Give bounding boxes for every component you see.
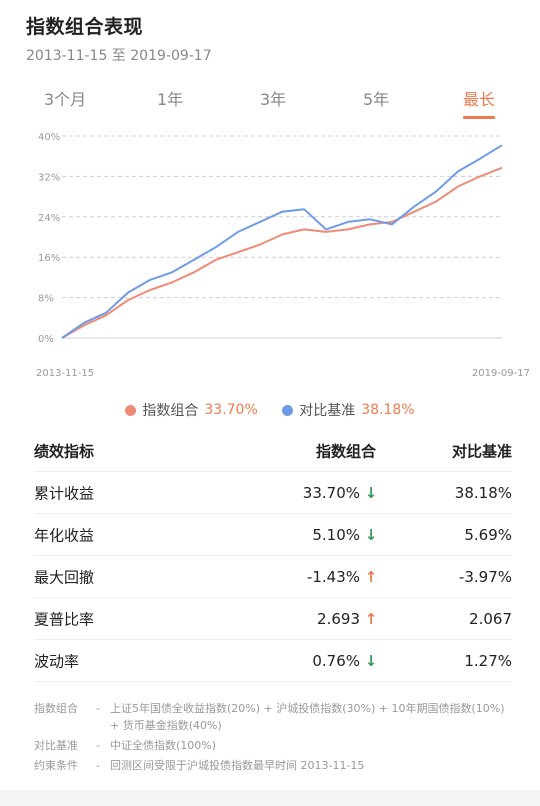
portfolio-value: 33.70% ↓ [303, 484, 378, 502]
table-row: 累计收益 33.70% ↓ 38.18% [34, 472, 512, 514]
benchmark-value: 2.067 [469, 609, 512, 628]
portfolio-number: 0.76% [312, 651, 360, 670]
x-start-label: 2013-11-15 [36, 368, 94, 379]
table-row: 最大回撤 -1.43% ↑ -3.97% [34, 556, 512, 598]
note-constraint: 约束条件 - 回测区间受限于沪城投债指数最早时间 2013-11-15 [34, 757, 510, 774]
table-row: 夏普比率 2.693 ↑ 2.067 [34, 598, 512, 640]
portfolio-number: 2.693 [317, 609, 360, 628]
metric-name: 累计收益 [34, 484, 95, 502]
y-tick-label: 8% [38, 294, 54, 305]
tab-5-years[interactable]: 5年 [363, 90, 390, 109]
metric-name: 夏普比率 [34, 610, 95, 628]
arrow-down-icon: ↓ [364, 651, 378, 670]
benchmark-dot-icon [282, 404, 294, 416]
portfolio-number: 5.10% [312, 525, 360, 544]
x-end-label: 2019-09-17 [472, 368, 530, 379]
tab-3-years[interactable]: 3年 [260, 90, 287, 109]
table-header-row: 绩效指标 指数组合 对比基准 [34, 430, 512, 472]
chart-svg: 40% 32% 24% 16% 8% 0% 2013-11-15 2019-09-17 [36, 132, 530, 379]
y-tick-label: 16% [38, 253, 60, 264]
footnotes: 指数组合 - 上证5年国债全收益指数(20%) + 沪城投债指数(30%) + … [34, 700, 510, 777]
metric-name: 波动率 [34, 652, 80, 670]
arrow-down-icon: ↓ [364, 483, 378, 502]
chart-legend: 指数组合 33.70% 对比基准 38.18% [0, 400, 540, 420]
legend-item-benchmark[interactable]: 对比基准 38.18% [282, 400, 415, 420]
table-row: 年化收益 5.10% ↓ 5.69% [34, 514, 512, 556]
benchmark-value: 5.69% [464, 525, 512, 544]
metric-name: 年化收益 [34, 526, 95, 544]
portfolio-value: 0.76% ↓ [312, 652, 378, 670]
tab-3-months[interactable]: 3个月 [44, 90, 87, 109]
note-sep: - [96, 759, 100, 772]
metric-name: 最大回撤 [34, 568, 95, 586]
benchmark-value: 38.18% [454, 483, 512, 502]
header: 指数组合表现 2013-11-15 至 2019-09-17 [26, 12, 212, 65]
y-tick-label: 24% [38, 213, 60, 224]
tab-longest[interactable]: 最长 [463, 86, 495, 119]
legend-label: 指数组合 [142, 403, 199, 419]
portfolio-number: -1.43% [306, 567, 360, 586]
header-benchmark: 对比基准 [451, 442, 512, 460]
y-tick-label: 0% [38, 334, 54, 345]
portfolio-line [61, 166, 503, 339]
note-key: 指数组合 [34, 702, 78, 715]
note-key: 约束条件 [34, 759, 78, 772]
note-portfolio: 指数组合 - 上证5年国债全收益指数(20%) + 沪城投债指数(30%) + … [34, 700, 510, 734]
y-tick-label: 40% [38, 132, 60, 143]
performance-table: 绩效指标 指数组合 对比基准 累计收益 33.70% ↓ 38.18% 年化收益 5.10… [34, 430, 512, 682]
tab-1-year[interactable]: 1年 [157, 90, 184, 109]
period-tabs: 3个月 1年 3年 5年 最长 [0, 86, 540, 122]
portfolio-number: 33.70% [302, 483, 360, 502]
portfolio-value: 5.10% ↓ [312, 526, 378, 544]
arrow-down-icon: ↓ [364, 525, 378, 544]
note-benchmark: 对比基准 - 中证全债指数(100%) [34, 737, 510, 754]
legend-value: 33.70% [204, 402, 258, 418]
benchmark-line [61, 144, 503, 339]
note-key: 对比基准 [34, 739, 78, 752]
portfolio-value: -1.43% ↑ [307, 568, 378, 586]
note-sep: - [96, 739, 100, 752]
bottom-bar [0, 790, 540, 806]
legend-label: 对比基准 [299, 403, 356, 419]
legend-item-portfolio[interactable]: 指数组合 33.70% [125, 400, 258, 420]
page-title: 指数组合表现 [26, 16, 144, 38]
header-metric: 绩效指标 [34, 442, 95, 460]
benchmark-value: -3.97% [458, 567, 512, 586]
note-value: 回测区间受限于沪城投债指数最早时间 2013-11-15 [110, 759, 365, 772]
header-portfolio: 指数组合 [315, 442, 376, 460]
table-row: 波动率 0.76% ↓ 1.27% [34, 640, 512, 682]
portfolio-value: 2.693 ↑ [317, 610, 378, 628]
note-value: 上证5年国债全收益指数(20%) + 沪城投债指数(30%) + 10年期国债指… [110, 702, 505, 732]
active-tab-underline [463, 116, 495, 119]
arrow-up-icon: ↑ [364, 609, 378, 628]
portfolio-dot-icon [125, 404, 137, 416]
y-tick-label: 32% [38, 172, 60, 183]
benchmark-value: 1.27% [464, 651, 512, 670]
legend-value: 38.18% [361, 402, 415, 418]
note-sep: - [96, 702, 100, 715]
note-value: 中证全债指数(100%) [110, 739, 217, 752]
arrow-up-icon: ↑ [364, 567, 378, 586]
performance-chart[interactable]: 40% 32% 24% 16% 8% 0% 2013-11-15 2019-09-17 [0, 126, 540, 386]
date-range: 2013-11-15 至 2019-09-17 [26, 48, 212, 64]
